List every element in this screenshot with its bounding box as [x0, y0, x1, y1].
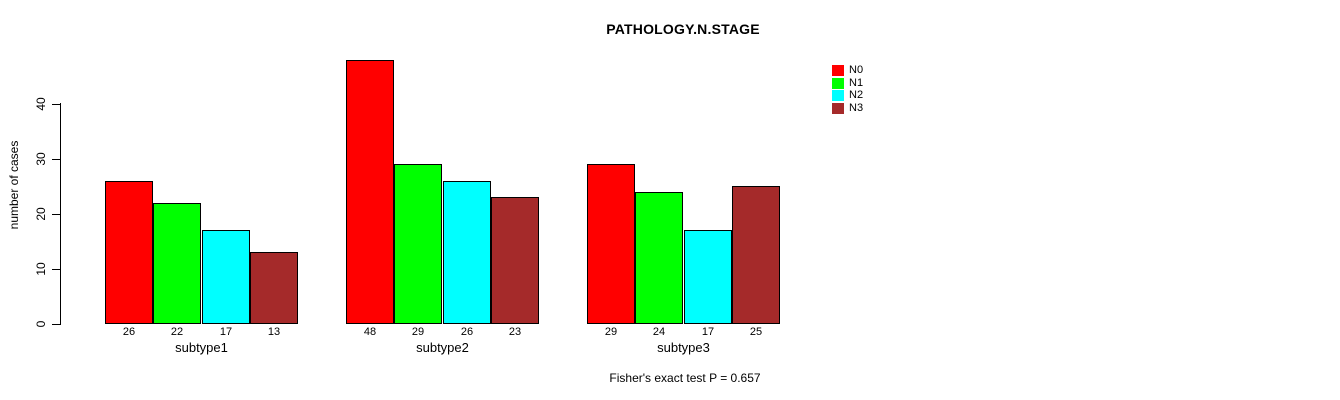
legend-swatch-N0 — [832, 65, 844, 76]
y-axis-tick-0 — [52, 324, 60, 325]
bar-value-label-subtype2-N0: 48 — [363, 326, 377, 338]
bar-value-label-subtype2-N2: 26 — [460, 326, 474, 338]
legend-label-N2: N2 — [849, 89, 864, 101]
legend-label-N1: N1 — [849, 77, 864, 89]
bar-subtype2-N0 — [346, 60, 394, 324]
bar-subtype3-N0 — [587, 164, 635, 324]
bar-value-label-subtype1-N2: 17 — [219, 326, 233, 338]
y-axis-tick-40 — [52, 104, 60, 105]
bar-value-label-subtype2-N3: 23 — [508, 326, 522, 338]
legend-swatch-N2 — [832, 90, 844, 101]
y-axis-tick-10 — [52, 269, 60, 270]
bar-subtype1-N3 — [250, 252, 298, 324]
bar-subtype1-N0 — [105, 181, 153, 324]
y-axis-label: number of cases — [7, 140, 21, 230]
bar-value-label-subtype1-N0: 26 — [122, 326, 136, 338]
y-axis-tick-30 — [52, 159, 60, 160]
bar-subtype2-N2 — [443, 181, 491, 324]
bar-value-label-subtype3-N0: 29 — [604, 326, 618, 338]
y-axis-tick-label-20: 20 — [34, 207, 48, 221]
legend-swatch-N1 — [832, 78, 844, 89]
y-axis-tick-label-0: 0 — [34, 320, 48, 328]
bar-value-label-subtype3-N2: 17 — [701, 326, 715, 338]
bar-value-label-subtype3-N3: 25 — [749, 326, 763, 338]
caption: Fisher's exact test P = 0.657 — [609, 371, 761, 385]
group-label-subtype3: subtype3 — [657, 340, 710, 355]
bar-subtype3-N1 — [635, 192, 683, 324]
bar-subtype2-N3 — [491, 197, 539, 324]
legend-label-N0: N0 — [849, 64, 864, 76]
y-axis-tick-label-10: 10 — [34, 262, 48, 276]
bar-value-label-subtype3-N1: 24 — [652, 326, 666, 338]
y-axis-line — [60, 103, 61, 325]
bar-subtype1-N2 — [202, 230, 250, 324]
y-axis-tick-label-40: 40 — [34, 97, 48, 111]
legend-label-N3: N3 — [849, 102, 864, 114]
bar-value-label-subtype2-N1: 29 — [411, 326, 425, 338]
chart-title: PATHOLOGY.N.STAGE — [606, 21, 760, 37]
bar-subtype1-N1 — [153, 203, 201, 324]
y-axis-tick-20 — [52, 214, 60, 215]
y-axis-tick-label-30: 30 — [34, 152, 48, 166]
group-label-subtype1: subtype1 — [175, 340, 228, 355]
bar-value-label-subtype1-N3: 13 — [267, 326, 281, 338]
bar-subtype3-N2 — [684, 230, 732, 324]
bar-value-label-subtype1-N1: 22 — [170, 326, 184, 338]
group-label-subtype2: subtype2 — [416, 340, 469, 355]
bar-subtype3-N3 — [732, 186, 780, 324]
bar-subtype2-N1 — [394, 164, 442, 324]
legend-swatch-N3 — [832, 103, 844, 114]
